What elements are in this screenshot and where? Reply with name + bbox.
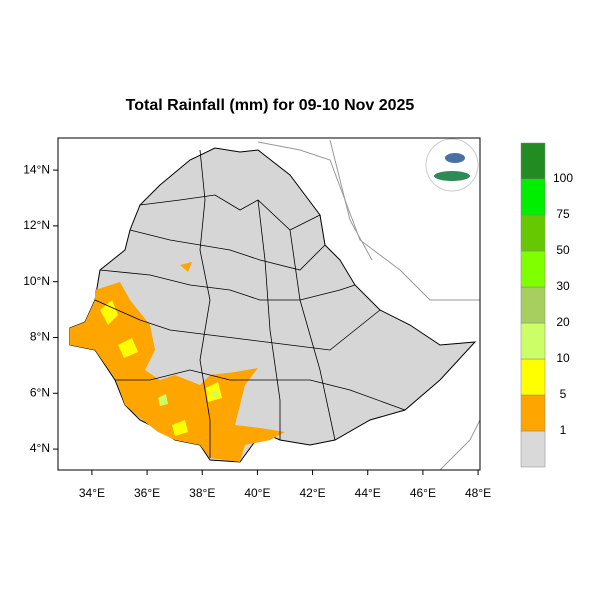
y-tick-label: 10°N <box>23 274 50 288</box>
legend-swatch <box>520 142 546 180</box>
neighbor-border <box>257 141 480 301</box>
legend-label: 20 <box>556 315 570 329</box>
legend-swatch <box>520 286 546 324</box>
rain-patches <box>70 262 285 462</box>
y-tick-label: 14°N <box>23 162 50 176</box>
y-tick-label: 8°N <box>30 330 50 344</box>
legend-label: 5 <box>560 387 567 401</box>
x-tick-label: 40°E <box>244 486 270 500</box>
x-tick-label: 36°E <box>134 486 160 500</box>
logo <box>425 138 479 192</box>
legend-label: 1 <box>560 423 567 437</box>
legend-swatch <box>520 178 546 216</box>
x-tick-label: 44°E <box>355 486 381 500</box>
logo-cloud <box>445 153 465 163</box>
legend-label: 100 <box>553 171 573 185</box>
region-borders <box>94 149 406 458</box>
y-tick-label: 4°N <box>30 441 50 455</box>
legend-swatch <box>520 214 546 252</box>
legend-label: 75 <box>556 207 570 221</box>
map-title: Total Rainfall (mm) for 09-10 Nov 2025 <box>126 97 415 114</box>
x-tick-label: 46°E <box>410 486 436 500</box>
x-tick-label: 38°E <box>189 486 215 500</box>
rain-patches-light-green <box>158 390 218 406</box>
y-tick-label: 6°N <box>30 385 50 399</box>
x-tick-label: 48°E <box>465 486 491 500</box>
legend-swatch <box>520 430 546 468</box>
x-tick-label: 42°E <box>300 486 326 500</box>
legend-label: 50 <box>556 243 570 257</box>
y-tick-label: 12°N <box>23 218 50 232</box>
logo-circle <box>425 138 479 192</box>
legend-swatch <box>520 394 546 432</box>
logo-land <box>434 171 470 181</box>
legend-label: 10 <box>556 351 570 365</box>
neighbor-border <box>439 419 481 471</box>
map-area <box>57 137 481 471</box>
legend-label: 30 <box>556 279 570 293</box>
neighbor-border <box>329 139 373 261</box>
legend-swatch <box>520 358 546 396</box>
legend-swatch <box>520 250 546 288</box>
map-frame <box>57 137 481 471</box>
legend-swatch <box>520 322 546 360</box>
x-tick-label: 34°E <box>79 486 105 500</box>
